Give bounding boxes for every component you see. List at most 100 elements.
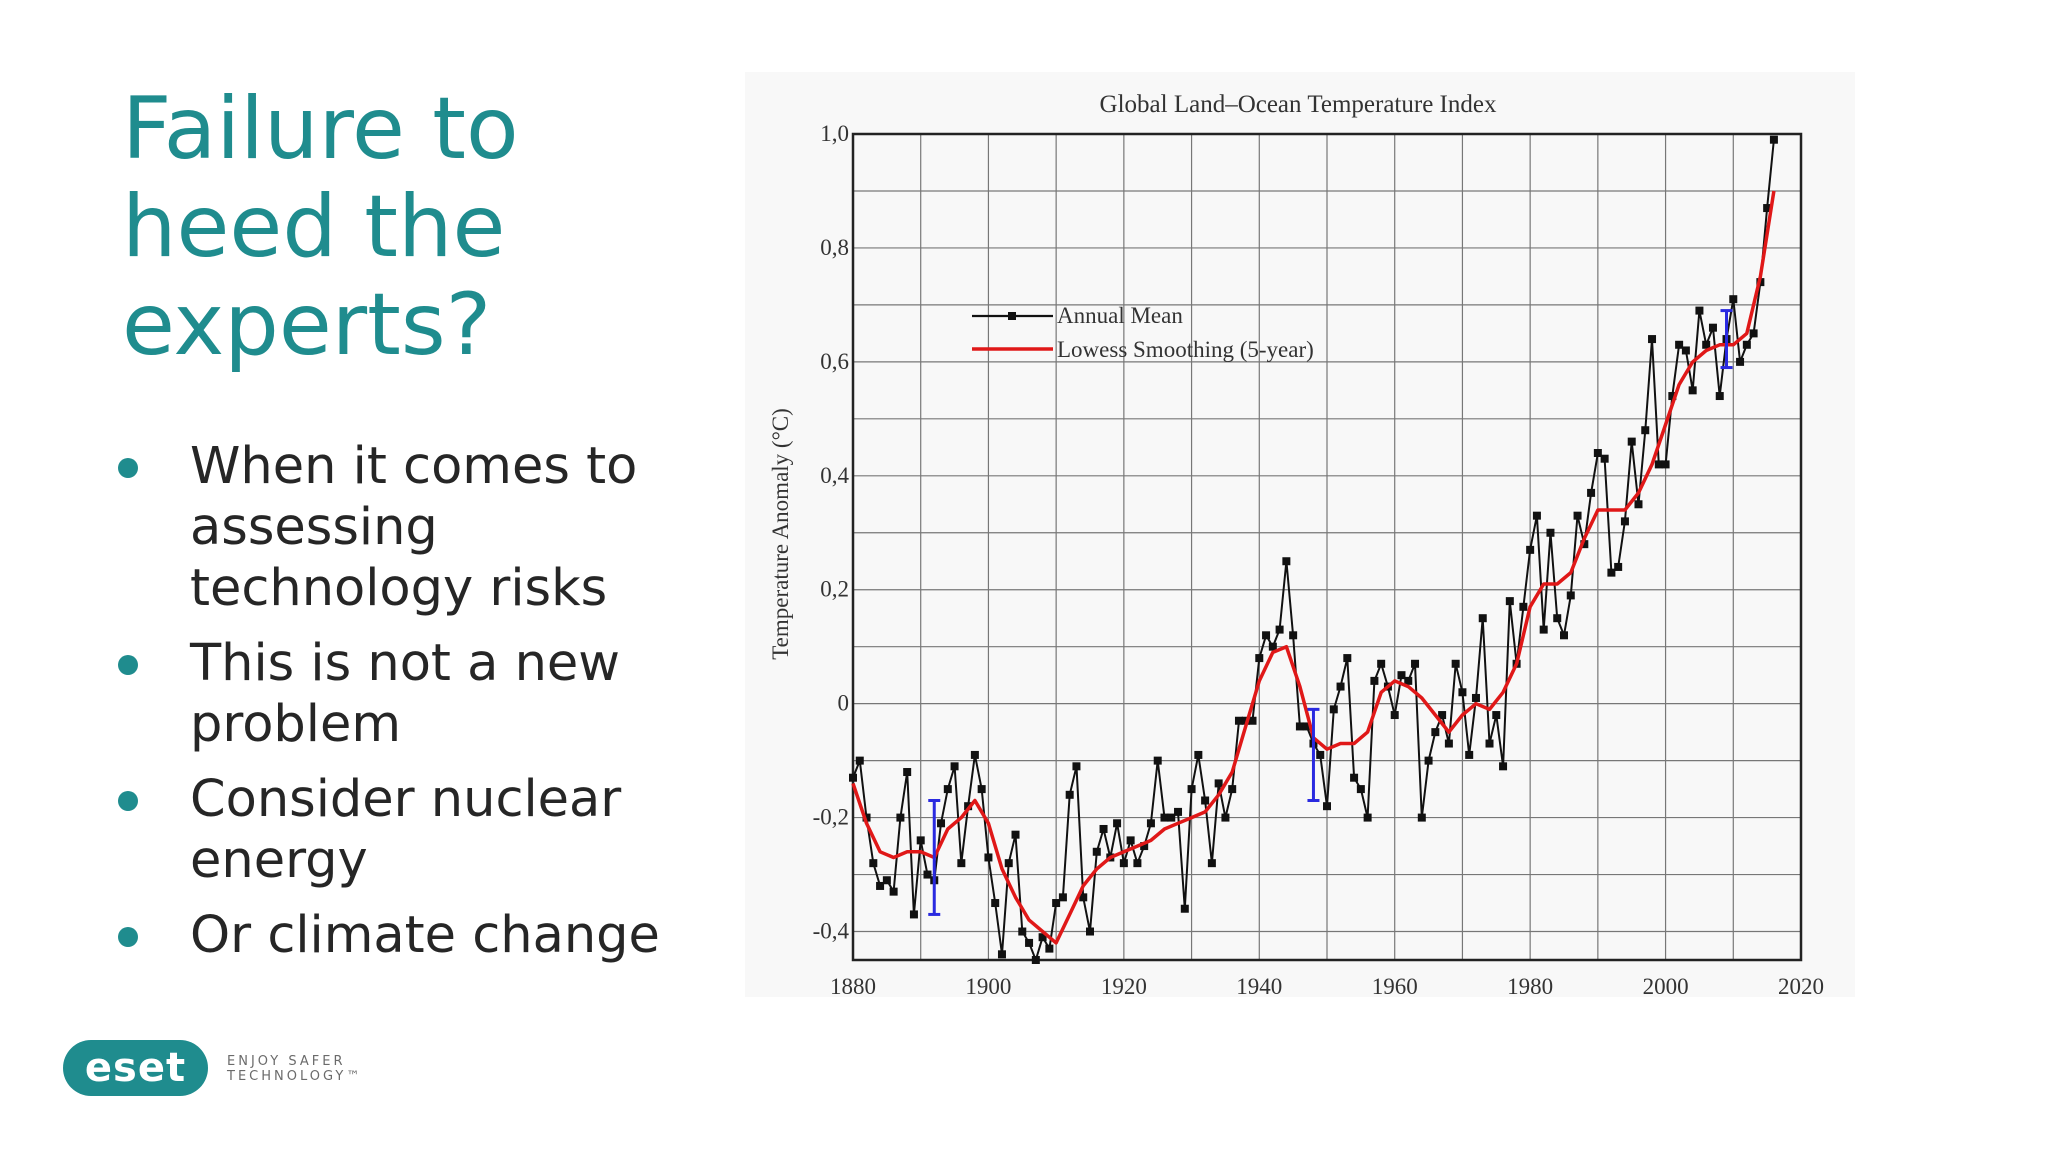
annual-mean-point [977, 785, 986, 794]
annual-mean-point [1702, 340, 1711, 349]
annual-mean-point [1438, 711, 1447, 720]
x-tick-label: 2020 [1778, 974, 1824, 997]
annual-mean-point [1119, 859, 1128, 868]
annual-mean-point [1153, 756, 1162, 765]
axis-ticks: 1880 1900 1920 1940 1960 1980 2000 2020 1,0 0,8 0,… [813, 121, 1824, 999]
annual-mean-point [1444, 739, 1453, 748]
annual-mean-point [1675, 340, 1684, 349]
y-axis-label: Temperature Anomaly (°C) [768, 408, 793, 660]
y-tick-label: 0,6 [820, 349, 849, 374]
slide-title: Failure to heed the experts? [122, 79, 519, 375]
annual-mean-point [1167, 813, 1176, 822]
x-tick-label: 1880 [830, 974, 876, 997]
annual-mean-point [1627, 437, 1636, 446]
annual-mean-point [916, 836, 925, 845]
annual-mean-point [909, 910, 918, 919]
annual-mean-point [1532, 511, 1541, 520]
annual-mean-point [862, 813, 871, 822]
annual-mean-point [1478, 614, 1487, 623]
annual-mean-point [1573, 511, 1582, 520]
temperature-chart: Global Land–Ocean Temperature Index Temp… [768, 91, 1824, 999]
annual-mean-point [1004, 859, 1013, 868]
annual-mean-point [1336, 682, 1345, 691]
annual-mean-point [1187, 785, 1196, 794]
annual-mean-point [991, 899, 1000, 908]
annual-mean-point [1681, 346, 1690, 355]
annual-mean-point [1417, 813, 1426, 822]
tagline: ENJOY SAFER TECHNOLOGY™ [227, 1054, 362, 1084]
annual-mean-point [1736, 357, 1745, 366]
annual-mean-point [1289, 631, 1298, 640]
legend-smoothing-label: Lowess Smoothing (5-year) [1057, 337, 1314, 362]
annual-mean-point [896, 813, 905, 822]
uncertainty-bar [928, 798, 941, 916]
annual-mean-point [1052, 899, 1061, 908]
annual-mean-point [1282, 557, 1291, 566]
annual-mean-point [1174, 807, 1183, 816]
annual-mean-point [1458, 688, 1467, 697]
annual-mean-point [1140, 842, 1149, 851]
annual-mean-point [1214, 779, 1223, 788]
annual-mean-point [1742, 340, 1751, 349]
bullet-item: Consider nuclear energy [112, 769, 702, 891]
y-tick-label: 0 [838, 691, 850, 716]
annual-mean-point [1580, 540, 1589, 549]
annual-mean-point [1248, 716, 1257, 725]
annual-mean-point [1560, 631, 1568, 640]
annual-mean-point [1113, 819, 1122, 828]
plot-border [851, 132, 1803, 962]
tagline-line: TECHNOLOGY™ [227, 1069, 363, 1084]
annual-mean-point [1769, 135, 1778, 144]
bullet-list: When it comes to assessing technology ri… [112, 436, 702, 980]
annual-mean-point [1451, 659, 1460, 668]
annual-mean-point [1749, 329, 1758, 338]
annual-mean-point [1323, 802, 1331, 811]
legend: Annual Mean Lowess Smoothing (5-year) [972, 303, 1314, 362]
y-tick-label: 0,4 [820, 463, 849, 488]
bullet-text: When it comes to assessing technology ri… [190, 437, 638, 618]
tagline-line: ENJOY SAFER [227, 1054, 346, 1069]
annual-mean-point [1465, 750, 1474, 759]
annual-mean-point [1553, 614, 1562, 623]
legend-annual-mean-marker [1008, 312, 1016, 320]
annual-mean-point [1708, 323, 1717, 332]
annual-mean-point [1614, 562, 1623, 571]
annual-mean-point [1492, 711, 1501, 720]
annual-mean-point [1654, 460, 1663, 469]
annual-mean-point [1356, 785, 1365, 794]
chart-frame: Global Land–Ocean Temperature Index Temp… [745, 72, 1855, 999]
annual-mean-point [1295, 722, 1304, 731]
annual-mean-point [1221, 813, 1230, 822]
annual-mean-point [1485, 739, 1494, 748]
annual-mean-point [1262, 631, 1271, 640]
bullet-dot-icon [118, 458, 138, 478]
annual-mean-point [1079, 893, 1088, 902]
annual-mean-point [1370, 676, 1379, 685]
annual-mean-point [1634, 500, 1643, 509]
annual-mean-point [1038, 933, 1047, 942]
annual-mean-point [869, 859, 878, 868]
annual-mean-point [1411, 659, 1420, 668]
annual-mean-point [1397, 671, 1406, 680]
x-tick-label: 1900 [965, 974, 1011, 997]
annual-mean-point [1661, 460, 1670, 469]
logo-text: eset [84, 1045, 187, 1091]
bullet-text: This is not a new problem [190, 634, 620, 754]
annual-mean-point [855, 756, 864, 765]
eset-logo: eset [63, 1040, 208, 1096]
bullet-dot-icon [118, 655, 138, 675]
annual-mean-point [1668, 392, 1677, 401]
y-tick-label: -0,2 [813, 805, 849, 830]
uncertainty-bar [1307, 707, 1320, 802]
annual-mean-point [1526, 545, 1535, 554]
annual-mean-point [903, 768, 912, 777]
lowess-smoothing-line [851, 190, 1776, 945]
annual-mean-point [964, 802, 973, 811]
annual-mean-point [1343, 654, 1352, 663]
annual-mean-point [1086, 927, 1094, 936]
annual-mean-point [1566, 591, 1575, 600]
annual-mean-point [1715, 392, 1724, 401]
x-tick-label: 1980 [1507, 974, 1553, 997]
annual-mean-point [1377, 659, 1386, 668]
annual-mean-point [1329, 705, 1338, 714]
